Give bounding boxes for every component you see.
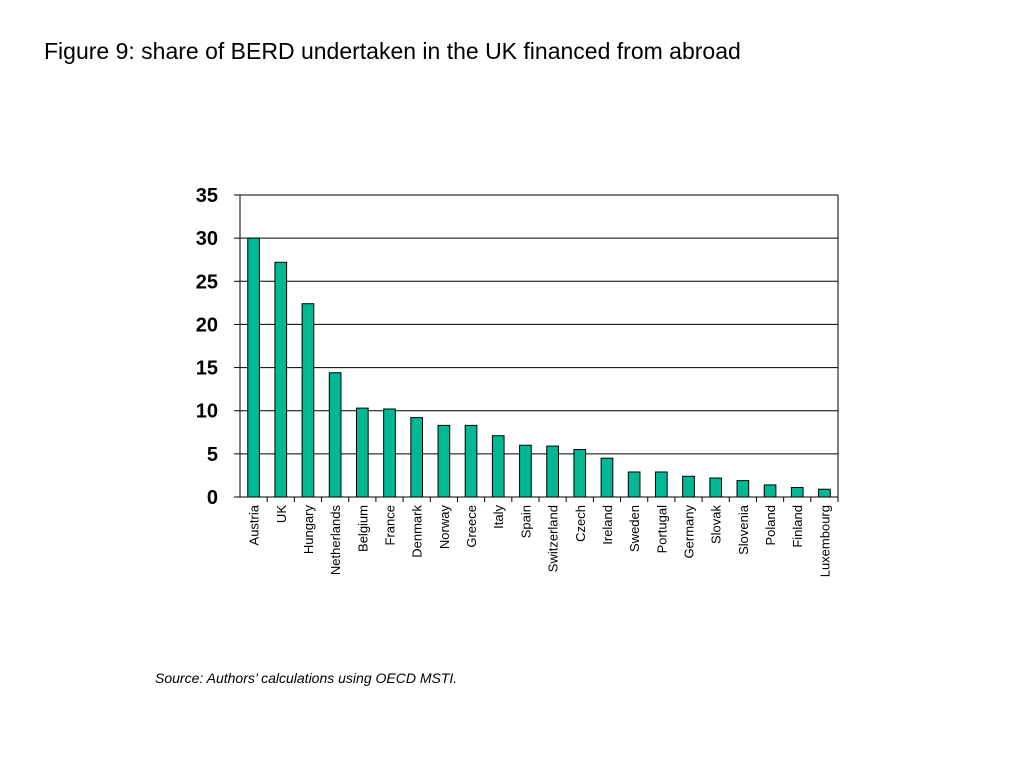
bar-switzerland — [546, 445, 559, 498]
x-tick-label: Spain — [518, 505, 533, 538]
y-tick-label: 15 — [196, 358, 218, 380]
bar-norway — [437, 424, 451, 498]
y-tick-label: 5 — [207, 444, 218, 466]
bar-austria — [247, 237, 260, 498]
y-tick-label: 35 — [196, 185, 218, 207]
x-tick-label: Belgium — [355, 505, 370, 552]
x-tick-label: Ireland — [600, 505, 615, 545]
axes — [234, 194, 839, 502]
x-tick-label: Czech — [573, 505, 588, 542]
bar-hungary — [301, 303, 315, 498]
bar-netherlands — [328, 372, 342, 498]
x-tick-labels: Austria UK Hungary Netherlands Belgium France… — [247, 504, 833, 577]
x-tick-label: Portugal — [654, 505, 669, 554]
x-tick-label: Poland — [763, 505, 778, 545]
x-tick-label: Luxembourg — [817, 505, 832, 577]
x-tick-label: Austria — [247, 504, 262, 545]
bar-denmark — [410, 417, 424, 498]
bar-germany — [682, 475, 695, 498]
x-tick-label: Slovenia — [736, 504, 751, 555]
bar-ireland — [600, 457, 614, 498]
y-tick-label: 20 — [196, 314, 218, 336]
bar-greece — [464, 424, 478, 498]
x-tick-label: Norway — [437, 505, 452, 550]
x-tick-label: Switzerland — [546, 505, 561, 572]
x-tick-label: Greece — [464, 505, 479, 548]
x-tick-label: UK — [274, 505, 289, 523]
x-tick-label: Denmark — [410, 505, 425, 558]
bar-spain — [519, 444, 532, 498]
y-tick-label: 30 — [196, 228, 218, 250]
x-tick-label: Finland — [790, 505, 805, 548]
bar-czech — [573, 449, 587, 498]
bars — [247, 237, 831, 498]
bar-uk — [274, 261, 288, 498]
y-tick-label: 25 — [196, 271, 218, 293]
bar-poland — [763, 484, 777, 498]
x-tick-label: Sweden — [627, 505, 642, 552]
bar-slovenia — [736, 480, 750, 498]
x-tick-label: Netherlands — [328, 505, 343, 576]
x-tick-label: Slovak — [709, 505, 724, 545]
bar-belgium — [355, 407, 369, 498]
source-note: Source: Authors’ calculations using OECD… — [155, 670, 458, 686]
y-tick-labels: 0 5 10 15 20 25 30 35 — [196, 185, 218, 509]
bar-portugal — [654, 471, 668, 498]
bar-france — [383, 408, 396, 498]
bar-sweden — [627, 471, 641, 498]
bar-finland — [790, 487, 804, 498]
bar-luxembourg — [818, 488, 831, 498]
y-tick-label: 10 — [196, 401, 218, 423]
x-tick-label: France — [383, 505, 398, 545]
bar-slovak — [709, 477, 723, 498]
x-tick-label: Italy — [491, 505, 506, 529]
y-tick-label: 0 — [207, 487, 218, 509]
bar-italy — [491, 435, 505, 498]
slide-title: Figure 9: share of BERD undertaken in th… — [44, 38, 741, 64]
x-tick-label: Germany — [682, 505, 697, 559]
x-tick-label: Hungary — [301, 505, 316, 555]
